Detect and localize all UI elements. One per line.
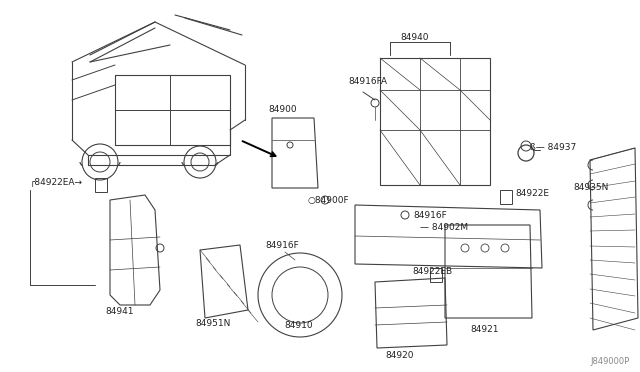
Text: 84935N: 84935N [573, 183, 609, 192]
Text: 84916FA: 84916FA [348, 77, 387, 87]
Text: 84920: 84920 [385, 350, 413, 359]
Text: 84916F: 84916F [413, 211, 447, 219]
Text: 84916F: 84916F [265, 241, 299, 250]
Text: ┌84922EA→: ┌84922EA→ [30, 177, 83, 186]
Text: ß— 84937: ß— 84937 [530, 144, 576, 153]
Text: 84951N: 84951N [195, 318, 230, 327]
Circle shape [184, 146, 216, 178]
Text: 84940: 84940 [400, 33, 429, 42]
Text: 84922E: 84922E [515, 189, 549, 198]
Circle shape [82, 144, 118, 180]
Bar [95, 178, 107, 192]
Text: ○84900F: ○84900F [308, 196, 349, 205]
Bar [500, 190, 512, 204]
Text: 84900: 84900 [268, 106, 296, 115]
Text: 84941: 84941 [105, 308, 134, 317]
Text: — 84902M: — 84902M [420, 224, 468, 232]
Text: 84910: 84910 [284, 321, 312, 330]
Text: J849000P: J849000P [591, 357, 630, 366]
Text: 84922EB: 84922EB [412, 267, 452, 276]
Bar [430, 268, 442, 282]
Text: 84921: 84921 [470, 326, 499, 334]
